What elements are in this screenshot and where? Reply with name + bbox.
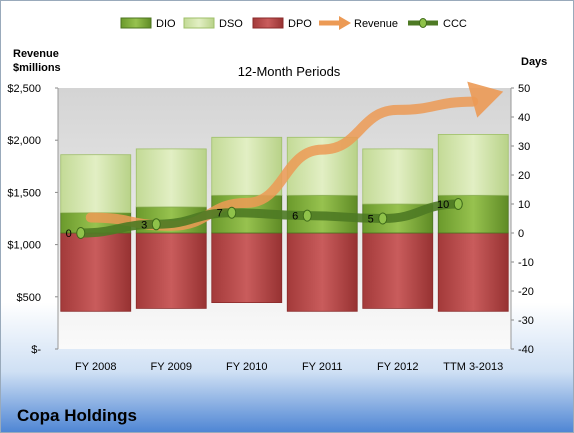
revenue-arrowhead [467,81,504,118]
legend-label: DIO [156,18,176,30]
bar-dso [437,133,509,196]
ccc-data-label: 7 [217,208,223,220]
legend-swatch [183,17,215,29]
ccc-point [453,198,463,210]
category-label: TTM 3-2013 [443,361,503,373]
ccc-data-label: 5 [368,214,374,226]
legend-label: Revenue [354,18,398,30]
ccc-point [227,206,237,219]
right-tick-label: 10 [518,199,530,211]
left-tick-label: $1,000 [7,240,41,252]
ccc-line [76,199,463,238]
legend-swatch-arrowhead [339,16,351,30]
ccc-point [302,209,312,222]
bar-dpo [437,232,509,312]
category-labels: FY 2008 FY 2009 FY 2010 FY 2011 FY 2012 TTM 3… [75,361,503,373]
category-label: FY 2009 [151,361,192,373]
right-axis-ticks: -40 -30 -20 -10 0 10 20 30 40 50 [510,83,534,356]
ccc-data-label: 10 [437,199,449,211]
legend-swatch [252,17,284,29]
bar-dso [60,154,132,214]
right-tick-label: -30 [518,315,534,327]
chart-title: 12-Month Periods [238,64,341,79]
legend-swatch [120,17,152,29]
right-tick-label: -40 [518,344,534,356]
legend: DIO DSO DPO Revenue CCC [120,16,467,30]
right-tick-label: -20 [518,286,534,298]
left-tick-label: $- [31,344,41,356]
left-axis-label-line2: $millions [13,62,61,74]
legend-label: CCC [443,18,467,30]
bar-dpo [135,232,207,309]
ccc-point [151,218,161,231]
legend-label: DSO [219,18,243,30]
right-tick-label: 20 [518,170,530,182]
legend-label: DPO [288,18,312,30]
company-name: Copa Holdings [17,406,137,425]
right-axis-label: Days [521,56,547,68]
category-label: FY 2010 [226,361,267,373]
legend-swatch-marker [419,18,427,28]
right-tick-label: 40 [518,112,530,124]
right-tick-label: 30 [518,141,530,153]
ccc-data-label: 3 [141,219,147,231]
left-axis-ticks: $- $500 $1,000 $1,500 $2,000 $2,500 [7,83,59,356]
category-label: FY 2012 [377,361,418,373]
left-axis-label-line1: Revenue [13,48,59,60]
bar-dso [362,148,434,205]
right-tick-label: -10 [518,257,534,269]
bar-dpo [60,232,132,312]
bar-dpo [211,232,283,303]
right-tick-label: 50 [518,83,530,95]
ccc-series: 0 3 7 6 5 10 [66,198,463,240]
left-tick-label: $2,000 [7,135,41,147]
ccc-point [76,227,86,239]
ccc-data-label: 0 [66,228,72,240]
ccc-point [378,212,388,225]
left-tick-label: $1,500 [7,187,41,199]
category-label: FY 2011 [302,361,343,373]
left-tick-label: $2,500 [7,83,41,95]
category-label: FY 2008 [75,361,116,373]
bar-dpo [362,232,434,309]
bar-dso [211,136,283,196]
right-tick-label: 0 [518,228,524,240]
bar-dso [135,148,207,208]
left-tick-label: $500 [17,292,41,304]
ccc-data-label: 6 [292,211,298,223]
bar-dpo [286,232,358,312]
